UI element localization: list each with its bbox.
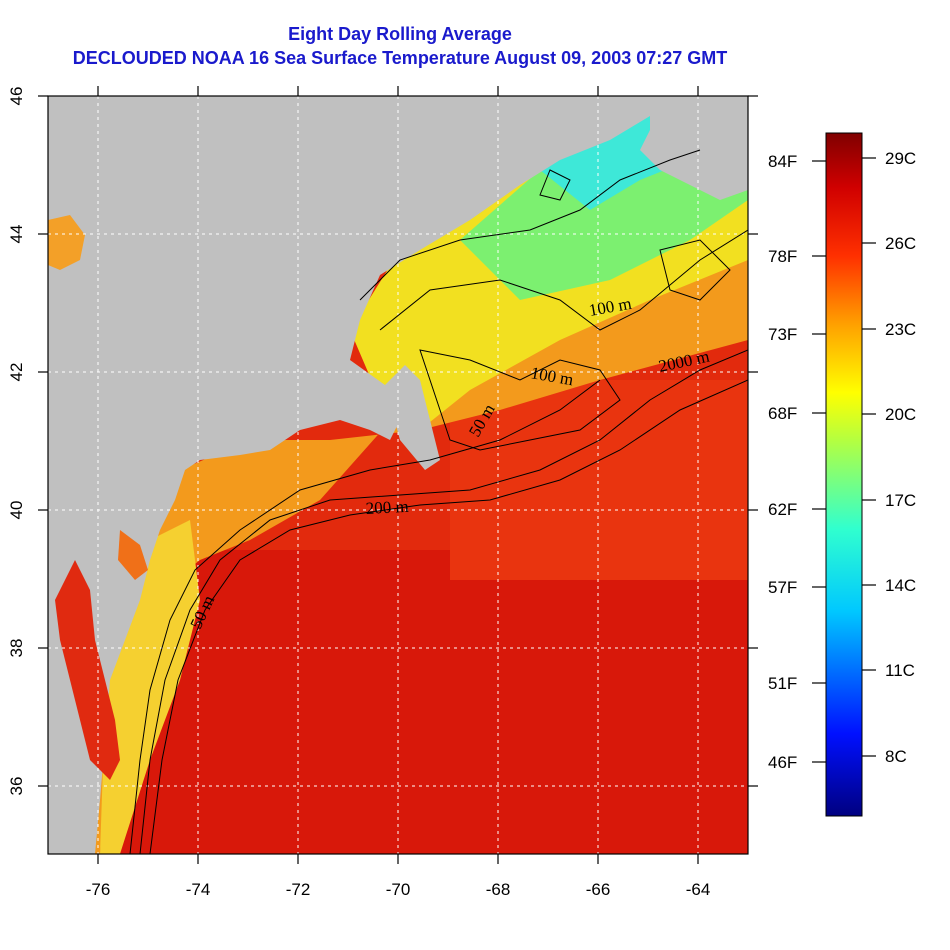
lon-tick-label: -68: [486, 880, 511, 899]
fahrenheit-label: 73F: [768, 325, 797, 344]
fahrenheit-label: 46F: [768, 753, 797, 772]
celsius-label: 29C: [885, 149, 916, 168]
fahrenheit-tick-marks: [812, 160, 826, 763]
chart-subtitle: DECLOUDED NOAA 16 Sea Surface Temperatur…: [72, 48, 728, 68]
celsius-label: 23C: [885, 320, 916, 339]
fahrenheit-label: 68F: [768, 404, 797, 423]
lat-tick-label: 36: [7, 777, 26, 796]
lat-tick-label: 38: [7, 639, 26, 658]
lon-tick-label: -72: [286, 880, 311, 899]
chesapeake-bay: [55, 560, 120, 780]
land-north-america: [48, 96, 748, 854]
inland-lake: [48, 215, 85, 270]
chart-title: Eight Day Rolling Average: [288, 24, 512, 44]
celsius-label: 8C: [885, 747, 907, 766]
lon-tick-label: -70: [386, 880, 411, 899]
delaware-bay: [118, 530, 148, 580]
lat-tick-label: 42: [7, 363, 26, 382]
lon-tick-label: -74: [186, 880, 211, 899]
bathymetry-contours: [129, 149, 748, 854]
shelf-water-orange: [48, 230, 748, 854]
land-nova-scotia-peninsula: [680, 110, 748, 190]
fahrenheit-label: 57F: [768, 578, 797, 597]
fahrenheit-label: 62F: [768, 500, 797, 519]
celsius-label: 14C: [885, 576, 916, 595]
fahrenheit-label: 84F: [768, 152, 797, 171]
contour-label-200m: 200 m: [365, 497, 409, 518]
celsius-label: 11C: [885, 661, 915, 680]
lat-tick-marks: [38, 95, 758, 787]
lat-tick-label: 40: [7, 501, 26, 520]
land-cape-cod: [385, 365, 440, 470]
celsius-label: 26C: [885, 234, 916, 253]
celsius-label: 17C: [885, 491, 916, 510]
celsius-label: 20C: [885, 405, 916, 424]
lat-tick-label: 44: [7, 225, 26, 244]
celsius-tick-marks: [862, 157, 876, 757]
fahrenheit-label: 51F: [768, 674, 797, 693]
fahrenheit-label: 78F: [768, 247, 797, 266]
lat-tick-label: 46: [7, 87, 26, 106]
colorbar: [825, 132, 863, 817]
sst-map[interactable]: 100 m 2000 m 100 m 50 m 200 m 50 m: [48, 96, 748, 854]
lon-tick-marks: [97, 86, 699, 864]
lon-tick-label: -66: [586, 880, 611, 899]
lon-tick-label: -64: [686, 880, 711, 899]
graticule: [48, 96, 748, 854]
lon-tick-label: -76: [86, 880, 111, 899]
